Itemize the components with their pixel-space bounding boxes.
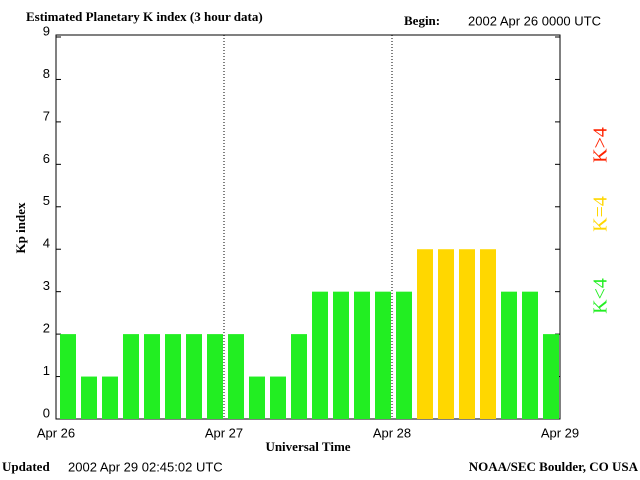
bar: [333, 291, 349, 419]
bar: [81, 376, 97, 419]
bar: [249, 376, 265, 419]
bar: [354, 291, 370, 419]
updated-date: 2002 Apr 29 02:45:02 UTC: [68, 459, 223, 474]
bar: [123, 334, 139, 419]
x-tick-label: Apr 29: [541, 425, 579, 440]
bar: [291, 334, 307, 419]
y-tick-label: 2: [43, 321, 50, 336]
bar: [228, 334, 244, 419]
y-tick-label: 8: [43, 66, 50, 81]
x-tick-label: Apr 26: [37, 425, 75, 440]
legend-entry: K<4: [590, 278, 612, 314]
bar: [60, 334, 76, 419]
y-tick-label: 6: [43, 151, 50, 166]
updated-label: Updated: [2, 459, 50, 474]
y-tick-label: 5: [43, 193, 50, 208]
plot-frame: [55, 34, 561, 420]
legend-entry: K>4: [590, 127, 612, 163]
bar: [102, 376, 118, 419]
bar: [438, 249, 454, 419]
y-tick-label: 9: [43, 23, 50, 38]
y-axis-label: Kp index: [13, 202, 28, 253]
y-tick-label: 4: [43, 236, 50, 251]
bar: [375, 291, 391, 419]
x-axis-label: Universal Time: [265, 439, 350, 454]
y-tick-label: 7: [43, 108, 50, 123]
y-tick-label: 1: [43, 363, 50, 378]
chart-title: Estimated Planetary K index (3 hour data…: [26, 9, 263, 24]
bar: [144, 334, 160, 419]
bar: [543, 334, 559, 419]
bar: [186, 334, 202, 419]
bar: [501, 291, 517, 419]
x-tick-label: Apr 27: [205, 425, 243, 440]
x-tick-label: Apr 28: [373, 425, 411, 440]
bar: [207, 334, 223, 419]
begin-date: 2002 Apr 26 0000 UTC: [468, 13, 601, 28]
bar: [459, 249, 475, 419]
begin-label: Begin:: [404, 13, 440, 28]
bar: [417, 249, 433, 419]
bar: [270, 376, 286, 419]
bar: [312, 291, 328, 419]
legend-entry: K=4: [590, 196, 612, 232]
source: NOAA/SEC Boulder, CO USA: [469, 459, 639, 474]
bar: [480, 249, 496, 419]
bar: [165, 334, 181, 419]
y-tick-label: 3: [43, 278, 50, 293]
y-tick-label: 0: [43, 405, 50, 420]
bar: [522, 291, 538, 419]
bar: [396, 291, 412, 419]
